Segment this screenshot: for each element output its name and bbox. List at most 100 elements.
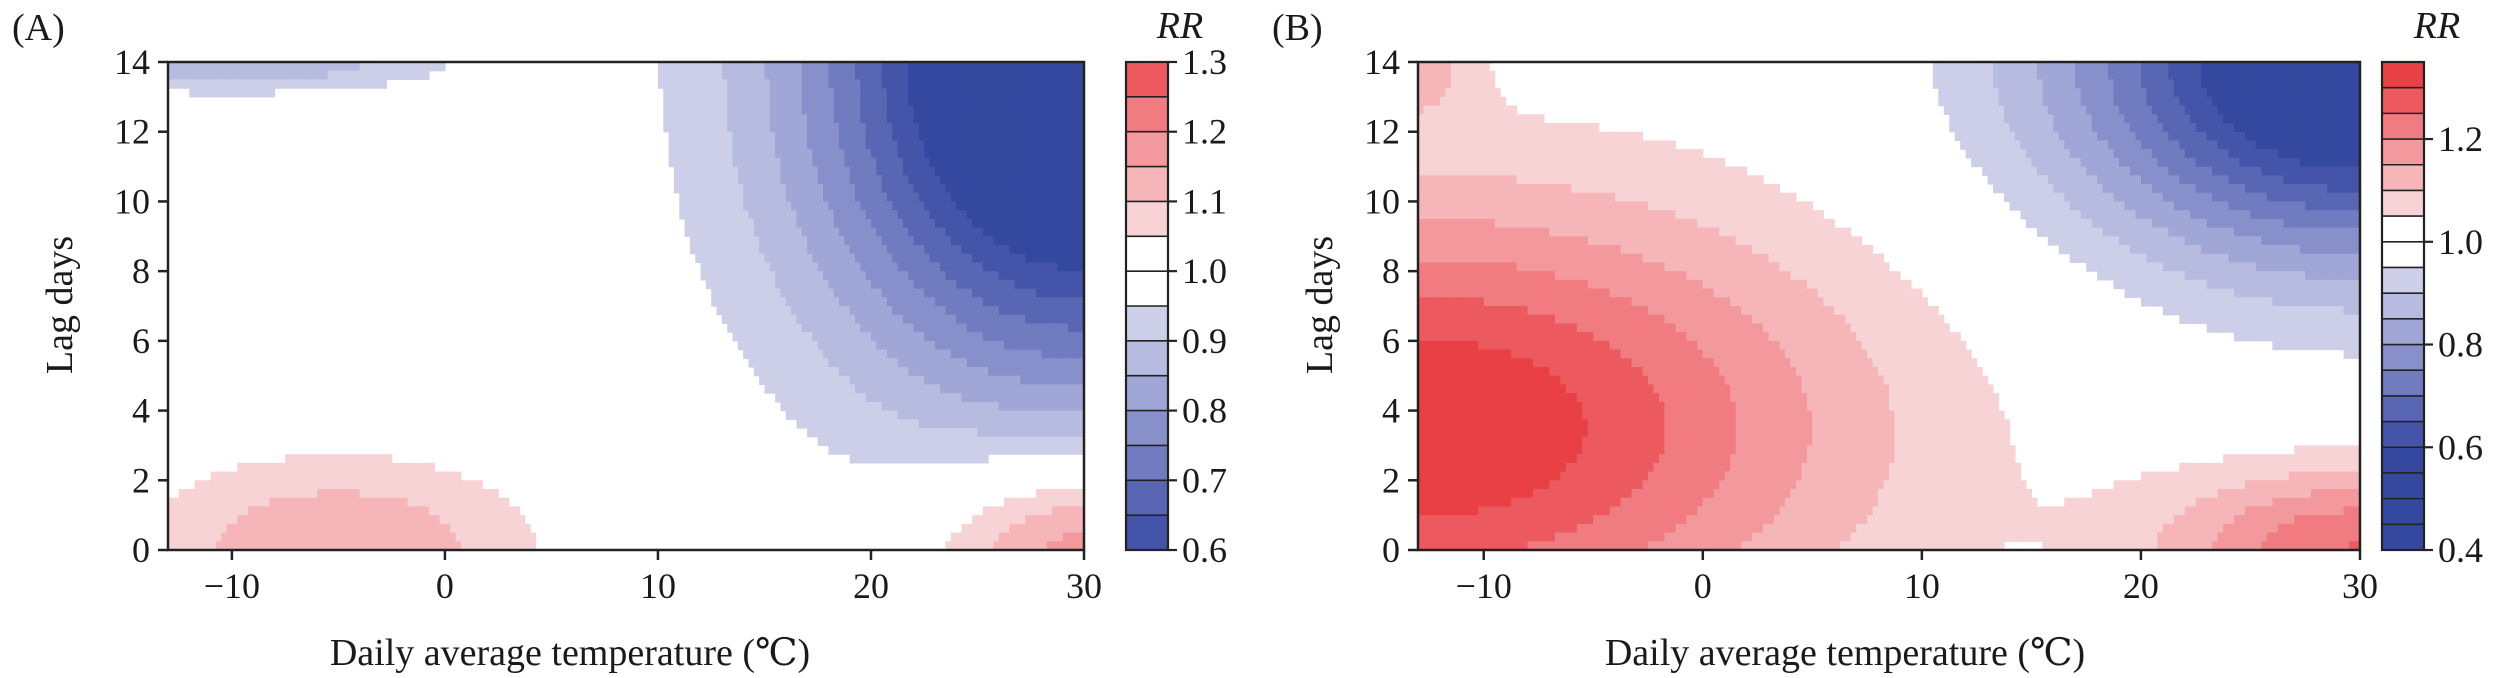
heatmap-cell <box>764 96 771 107</box>
heatmap-cell <box>1025 428 1032 438</box>
heatmap-cell <box>737 157 744 168</box>
heatmap-cell <box>311 541 318 551</box>
heatmap-cell <box>839 62 845 72</box>
heatmap-cell <box>865 358 872 368</box>
heatmap-cell <box>902 428 909 438</box>
heatmap-cell <box>876 384 883 394</box>
heatmap-cell <box>1461 271 1468 281</box>
heatmap-cell <box>961 393 968 403</box>
heatmap-cell <box>881 375 888 386</box>
heatmap-cell <box>1078 279 1085 290</box>
heatmap-cell <box>434 489 441 499</box>
heatmap-cell <box>860 393 867 403</box>
heatmap-cell <box>1445 88 1452 98</box>
colorbar-segment <box>1126 340 1168 377</box>
heatmap-cell <box>1020 62 1027 72</box>
heatmap-cell <box>354 541 361 551</box>
heatmap-cell <box>258 515 265 525</box>
heatmap-cell <box>966 192 973 203</box>
heatmap-cell <box>785 271 792 281</box>
heatmap-cell <box>381 70 387 81</box>
heatmap-cell <box>519 515 526 525</box>
heatmap-cell <box>199 497 206 508</box>
heatmap-cell <box>977 123 984 133</box>
heatmap-cell <box>828 436 835 447</box>
heatmap-cell <box>748 70 755 81</box>
heatmap-cell <box>785 384 792 394</box>
heatmap-cell <box>428 515 435 525</box>
heatmap-cell <box>695 62 702 72</box>
heatmap-cell <box>1494 271 1501 281</box>
heatmap-cell <box>1062 393 1069 403</box>
heatmap-cell <box>950 367 957 377</box>
heatmap-cell <box>982 288 989 298</box>
heatmap-cell <box>998 262 1005 272</box>
heatmap-cell <box>902 201 909 211</box>
heatmap-cell <box>727 262 734 272</box>
heatmap-cell <box>168 497 174 508</box>
heatmap-cell <box>375 506 382 516</box>
heatmap-cell <box>743 314 750 325</box>
heatmap-cell <box>748 349 755 359</box>
heatmap-cell <box>913 323 920 333</box>
heatmap-cell <box>183 62 190 72</box>
heatmap-cell <box>796 314 803 325</box>
heatmap-cell <box>886 245 893 255</box>
heatmap-cell <box>977 210 984 220</box>
heatmap-cell <box>178 506 185 516</box>
heatmap-cell <box>897 227 904 237</box>
heatmap-cell <box>279 471 286 481</box>
heatmap-cell <box>812 419 819 429</box>
heatmap-cell <box>966 306 973 316</box>
heatmap-cell <box>1472 88 1479 98</box>
heatmap-cell <box>844 79 851 89</box>
heatmap-cell <box>902 175 909 185</box>
heatmap-cell <box>247 523 254 534</box>
heatmap-cell <box>945 105 952 115</box>
heatmap-cell <box>705 184 712 194</box>
heatmap-cell <box>844 279 851 290</box>
heatmap-cell <box>1428 288 1436 298</box>
heatmap-cell <box>1004 541 1011 551</box>
heatmap-cell <box>924 157 931 168</box>
heatmap-cell <box>775 62 782 72</box>
heatmap-cell <box>1062 401 1069 412</box>
heatmap-cell <box>1428 105 1436 115</box>
heatmap-cell <box>183 515 190 525</box>
heatmap-cell <box>322 541 329 551</box>
heatmap-cell <box>370 497 377 508</box>
heatmap-cell <box>1456 140 1463 150</box>
heatmap-cell <box>1004 340 1011 351</box>
heatmap-cell <box>237 70 244 81</box>
heatmap-cell <box>1025 123 1032 133</box>
heatmap-cell <box>1489 70 1496 81</box>
heatmap-cell <box>913 454 920 464</box>
heatmap-cell <box>780 245 787 255</box>
heatmap-cell <box>807 271 813 281</box>
heatmap-cell <box>870 323 877 333</box>
heatmap-cell <box>775 245 782 255</box>
heatmap-cell <box>886 384 893 394</box>
heatmap-cell <box>285 497 292 508</box>
heatmap-cell <box>689 79 696 89</box>
heatmap-cell <box>1472 105 1479 115</box>
heatmap-cell <box>892 227 899 237</box>
heatmap-cell <box>1478 62 1485 72</box>
heatmap-cell <box>870 314 877 325</box>
heatmap-cell <box>359 454 366 464</box>
heatmap-cell <box>295 480 302 490</box>
heatmap-cell <box>791 393 798 403</box>
heatmap-cell <box>849 340 856 351</box>
heatmap-cell <box>247 88 254 98</box>
heatmap-cell <box>908 131 915 142</box>
heatmap-cell <box>982 279 989 290</box>
heatmap-cell <box>876 436 883 447</box>
heatmap-cell <box>1020 349 1027 359</box>
heatmap-cell <box>1439 410 1446 420</box>
heatmap-cell <box>412 515 419 525</box>
heatmap-cell <box>913 236 920 246</box>
heatmap-cell <box>929 314 936 325</box>
heatmap-cell <box>258 471 265 481</box>
heatmap-cell <box>769 175 776 185</box>
heatmap-cell <box>817 123 824 133</box>
